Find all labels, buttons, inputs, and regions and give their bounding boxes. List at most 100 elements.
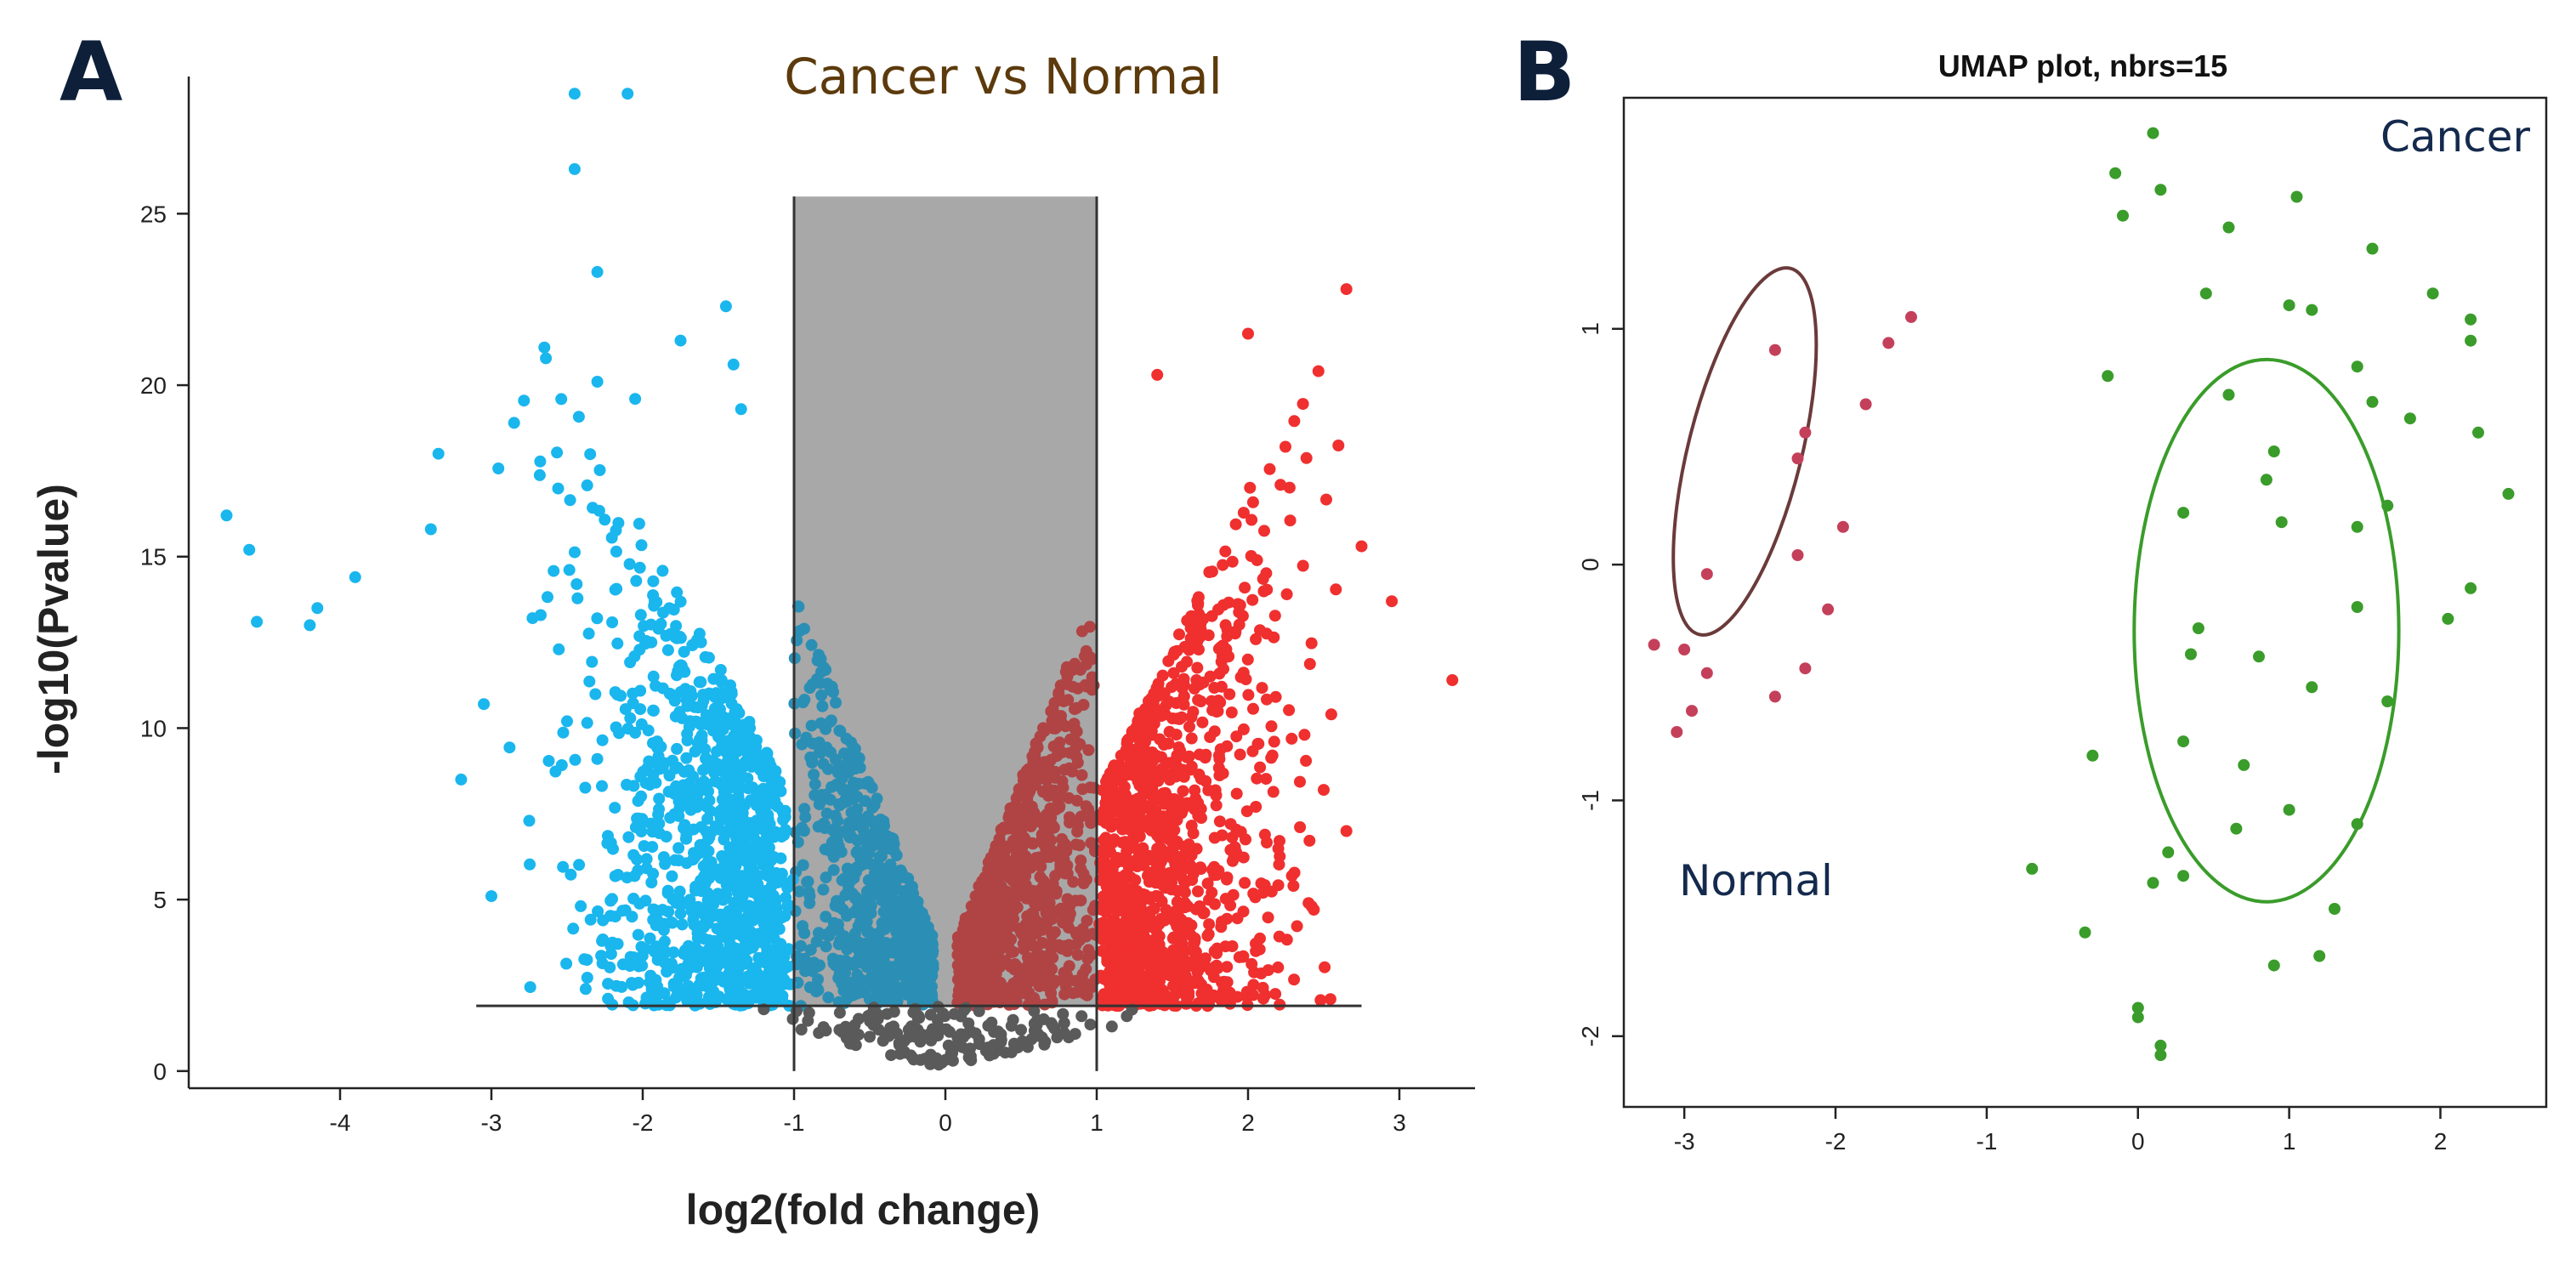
point-down [721,756,734,769]
point-up-within [1038,998,1051,1011]
point-down [627,979,639,991]
point-down-within [850,861,863,874]
point-up [1287,880,1300,892]
y-tick-label: 5 [153,887,167,913]
point-down [699,650,712,663]
point-up [1167,667,1180,679]
point-up-within [1080,873,1092,886]
point-up-within [1053,687,1065,699]
point-down [548,565,560,577]
point-down [589,688,602,701]
normal-sample-point [1791,549,1804,561]
point-down [655,617,667,630]
point-up-within [1070,838,1082,851]
point-up [1178,901,1191,914]
point-up-within [1082,944,1095,956]
point-ns [946,1054,959,1067]
point-up [1297,559,1309,572]
umap-y-tick-label: -1 [1577,790,1603,811]
point-down-within [811,982,824,995]
point-down [695,820,707,833]
point-up [1260,773,1273,786]
point-up [1208,860,1221,873]
point-down [568,88,581,100]
point-up-within [1030,927,1043,939]
cancer-cluster-label: Cancer [2380,112,2530,162]
point-down [599,513,611,526]
point-down [455,773,468,786]
point-down [568,162,581,175]
cancer-sample-point [2329,903,2341,915]
point-down [596,734,609,746]
point-down [552,482,565,495]
x-tick-label: -2 [633,1109,654,1136]
point-up [1314,994,1327,1007]
point-down [715,676,728,689]
point-up [1174,870,1187,882]
point-up [1177,917,1190,930]
point-up-within [1031,916,1044,928]
point-down [692,701,705,714]
point-down [700,709,712,722]
point-down-within [877,894,890,907]
umap-x-tick-label: -3 [1674,1128,1695,1155]
point-up [1115,941,1128,954]
point-up [1284,514,1297,527]
point-down [697,689,709,701]
point-up [1446,674,1459,686]
point-up-within [1045,811,1058,824]
point-up-within [1041,774,1053,786]
point-ns [909,1030,922,1043]
point-down [503,741,516,754]
cluster-ellipses [1671,266,2401,904]
point-up [1103,805,1115,818]
point-up-within [1085,814,1097,826]
point-down [749,817,762,830]
point-down [680,829,693,842]
point-up [1196,716,1209,729]
point-up-within [1048,926,1061,939]
point-down-within [889,898,902,910]
point-up [1258,525,1270,537]
point-up-within [1005,945,1018,958]
point-down [668,787,681,800]
point-up-within [1028,750,1041,763]
cancer-sample-point [2154,1039,2167,1052]
point-down [723,684,735,697]
cancer-sample-point [2426,287,2439,300]
point-down-within [840,757,853,770]
point-up-within [1019,882,1032,894]
point-up [1300,451,1313,464]
x-tick-label: 3 [1393,1109,1406,1136]
point-down [555,393,568,406]
point-down-within [810,935,823,948]
point-up [1283,704,1296,717]
point-up [1192,885,1204,898]
point-down [569,546,581,559]
point-up-within [1061,945,1074,957]
point-down-within [894,911,907,923]
point-not-significant [1016,1035,1029,1047]
point-down [697,775,710,788]
point-up [1244,481,1257,494]
point-up [1098,988,1110,1001]
point-up-within [1076,783,1089,796]
point-down [627,687,639,700]
cancer-sample-point [2290,190,2303,203]
point-down [657,851,670,864]
cancer-sample-point [2306,681,2318,694]
point-up [1250,945,1262,957]
point-down [778,973,791,986]
point-down [638,840,650,853]
point-up [1153,704,1166,717]
point-down [647,575,660,587]
point-up [1267,786,1279,798]
point-up [1208,831,1221,844]
point-down-within [871,973,884,986]
point-down-within [865,899,877,912]
point-down [727,716,740,729]
point-ns [1105,1020,1118,1033]
point-up [1246,496,1259,508]
point-up-within [1071,682,1084,695]
point-down [583,675,596,688]
